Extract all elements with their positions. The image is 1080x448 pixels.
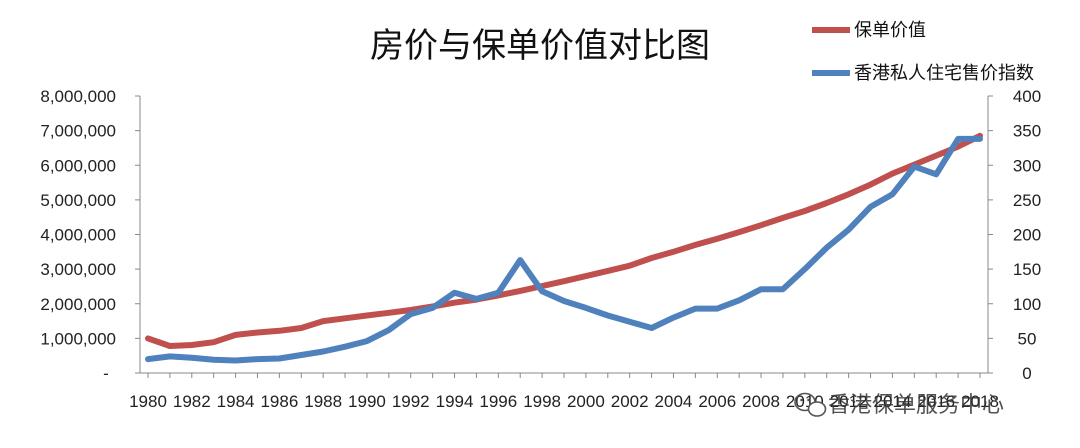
y-left-tick-label: - <box>103 364 109 383</box>
x-tick-label: 1984 <box>217 392 255 411</box>
x-tick-label: 1998 <box>523 392 561 411</box>
y-left-tick-label: 8,000,000 <box>40 87 116 106</box>
x-tick-label: 1992 <box>392 392 430 411</box>
y-left-tick-label: 1,000,000 <box>40 329 116 348</box>
y-left-tick-label: 7,000,000 <box>40 122 116 141</box>
x-tick-label: 1988 <box>304 392 342 411</box>
y-right-tick-label: 0 <box>1022 364 1031 383</box>
y-right-tick-label: 350 <box>1013 122 1041 141</box>
x-tick-label: 1986 <box>260 392 298 411</box>
x-tick-label: 2002 <box>611 392 649 411</box>
x-tick-label: 1982 <box>173 392 211 411</box>
y-left-tick-label: 6,000,000 <box>40 156 116 175</box>
y-left-tick-label: 2,000,000 <box>40 295 116 314</box>
axes: - 1,000,000 2,000,000 3,000,000 4,000,000 5,0… <box>40 87 1041 411</box>
y-right-tick-label: 300 <box>1013 156 1041 175</box>
x-tick-label: 1996 <box>479 392 517 411</box>
y-right-tick-label: 100 <box>1013 295 1041 314</box>
y-left-tick-label: 5,000,000 <box>40 191 116 210</box>
watermark: 香港保单服务中心 <box>794 392 1004 418</box>
series-line-2 <box>145 135 983 364</box>
x-tick-label: 1994 <box>436 392 474 411</box>
x-tick-label: 2012 <box>830 392 868 411</box>
series-line-1 <box>145 132 983 349</box>
x-tick-label: 1980 <box>129 392 167 411</box>
chart-title: 房价与保单价值对比图 <box>370 26 710 66</box>
x-tick-label: 2008 <box>742 392 780 411</box>
x-tick-label: 1990 <box>348 392 386 411</box>
series-layer <box>145 132 983 364</box>
y-right-tick-label: 150 <box>1013 260 1041 279</box>
x-tick-label: 2004 <box>655 392 693 411</box>
x-tick-label: 2000 <box>567 392 605 411</box>
y-left-tick-label: 4,000,000 <box>40 226 116 245</box>
x-tick-label: 2016 <box>917 392 955 411</box>
y-left-tick-label: 3,000,000 <box>40 260 116 279</box>
y-right-tick-label: 200 <box>1013 226 1041 245</box>
y-right-tick-label: 50 <box>1018 329 1037 348</box>
y-right-tick-label: 400 <box>1013 87 1041 106</box>
watermark-text: 香港保单服务中心 <box>828 393 1004 418</box>
x-tick-label: 2018 <box>961 392 999 411</box>
legend-label-1: 保单价值 <box>854 20 926 41</box>
x-tick-label: 2014 <box>874 392 912 411</box>
legend-label-2: 香港私人住宅售价指数 <box>854 63 1034 84</box>
x-tick-label: 2006 <box>698 392 736 411</box>
wechat-icon <box>794 392 827 417</box>
y-right-tick-label: 250 <box>1013 191 1041 210</box>
